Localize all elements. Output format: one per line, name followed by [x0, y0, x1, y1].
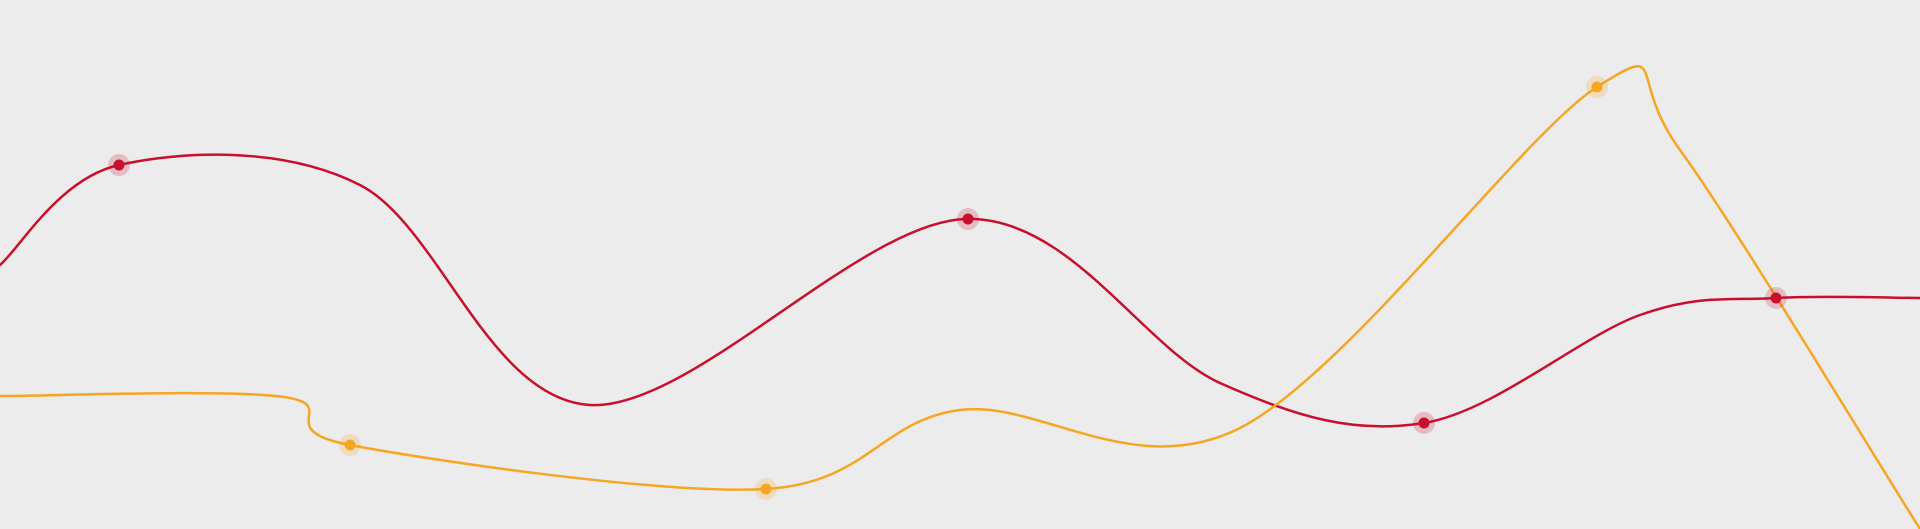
data-point-orange-3[interactable]: [1586, 76, 1608, 98]
series-lines: [0, 65, 1920, 529]
series-line-orange: [0, 65, 1920, 529]
data-point-dot: [1591, 81, 1603, 93]
series-line-red: [0, 153, 1920, 428]
data-point-dot: [962, 213, 974, 225]
data-point-dot: [1770, 292, 1782, 304]
data-point-dot: [344, 439, 356, 451]
data-point-dot: [760, 483, 772, 495]
data-point-red-1[interactable]: [108, 154, 130, 176]
data-point-dot: [1418, 417, 1430, 429]
series-markers: [108, 76, 1787, 500]
data-point-dot: [113, 159, 125, 171]
data-point-red-2[interactable]: [957, 208, 979, 230]
data-point-red-3[interactable]: [1413, 412, 1435, 434]
data-point-red-4[interactable]: [1765, 287, 1787, 309]
data-point-orange-2[interactable]: [755, 478, 777, 500]
data-point-orange-1[interactable]: [339, 434, 361, 456]
